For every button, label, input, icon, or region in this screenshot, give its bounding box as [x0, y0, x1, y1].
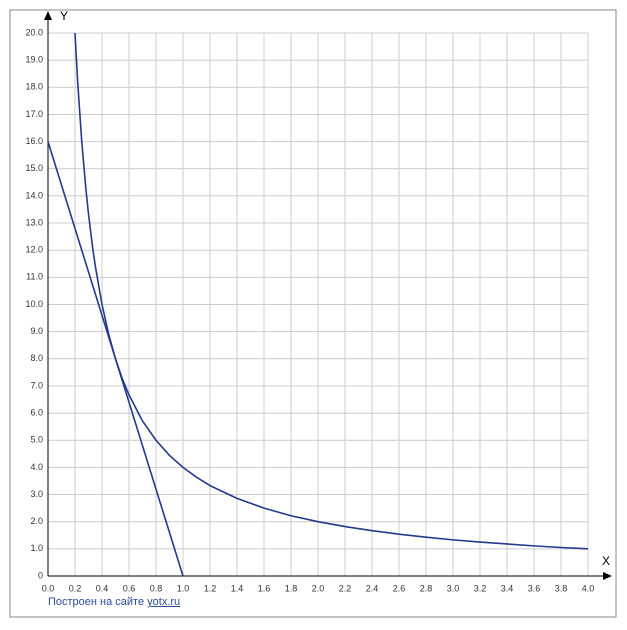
x-tick-label: 3.0	[447, 583, 460, 593]
y-label: Y	[60, 9, 68, 23]
y-arrow	[44, 11, 52, 20]
y-tick-label: 0	[38, 570, 43, 580]
x-tick-label: 0.2	[69, 583, 82, 593]
x-tick-label: 0.4	[96, 583, 109, 593]
x-tick-label: 2.2	[339, 583, 352, 593]
y-tick-label: 15.0	[25, 163, 43, 173]
x-tick-label: 3.6	[528, 583, 541, 593]
y-tick-label: 3.0	[30, 489, 43, 499]
y-tick-label: 14.0	[25, 190, 43, 200]
y-tick-label: 12.0	[25, 245, 43, 255]
y-tick-label: 9.0	[30, 326, 43, 336]
y-tick-label: 4.0	[30, 462, 43, 472]
x-tick-label: 1.6	[258, 583, 271, 593]
y-tick-label: 1.0	[30, 543, 43, 553]
line	[47, 141, 184, 577]
x-tick-label: 1.0	[177, 583, 190, 593]
x-tick-label: 2.4	[366, 583, 379, 593]
x-tick-label: 0.6	[123, 583, 136, 593]
y-tick-label: 19.0	[25, 55, 43, 65]
x-tick-label: 1.2	[204, 583, 217, 593]
y-tick-label: 11.0	[26, 272, 43, 282]
y-tick-label: 16.0	[25, 136, 43, 146]
x-tick-label: 0.0	[42, 583, 55, 593]
x-tick-label: 4.0	[582, 583, 595, 593]
footer-link[interactable]: yotx.ru	[147, 596, 181, 608]
y-tick-label: 2.0	[30, 516, 43, 526]
x-tick-label: 3.8	[555, 583, 568, 593]
footer-text: Построен на сайте	[48, 596, 145, 608]
y-tick-label: 8.0	[30, 353, 43, 363]
y-tick-label: 6.0	[30, 407, 43, 417]
x-tick-label: 3.4	[501, 583, 514, 593]
x-tick-label: 1.8	[285, 583, 298, 593]
x-tick-label: 2.0	[312, 583, 325, 593]
line	[74, 32, 589, 550]
y-tick-label: 18.0	[25, 82, 43, 92]
y-tick-label: 13.0	[25, 217, 43, 227]
y-tick-label: 17.0	[25, 109, 43, 119]
x-tick-label: 0.8	[150, 583, 163, 593]
x-tick-label: 1.4	[231, 583, 244, 593]
y-tick-label: 5.0	[30, 435, 43, 445]
y-tick-label: 10.0	[25, 299, 43, 309]
x-tick-label: 2.6	[393, 583, 406, 593]
x-arrow	[603, 572, 612, 580]
x-tick-label: 3.2	[474, 583, 487, 593]
y-tick-label: 20.0	[25, 27, 43, 37]
x-tick-label: 2.8	[420, 583, 433, 593]
frame	[9, 9, 617, 618]
footer: Построен на сайте yotx.ru	[48, 596, 180, 608]
y-tick-label: 7.0	[30, 380, 43, 390]
x-label: X	[602, 554, 610, 568]
